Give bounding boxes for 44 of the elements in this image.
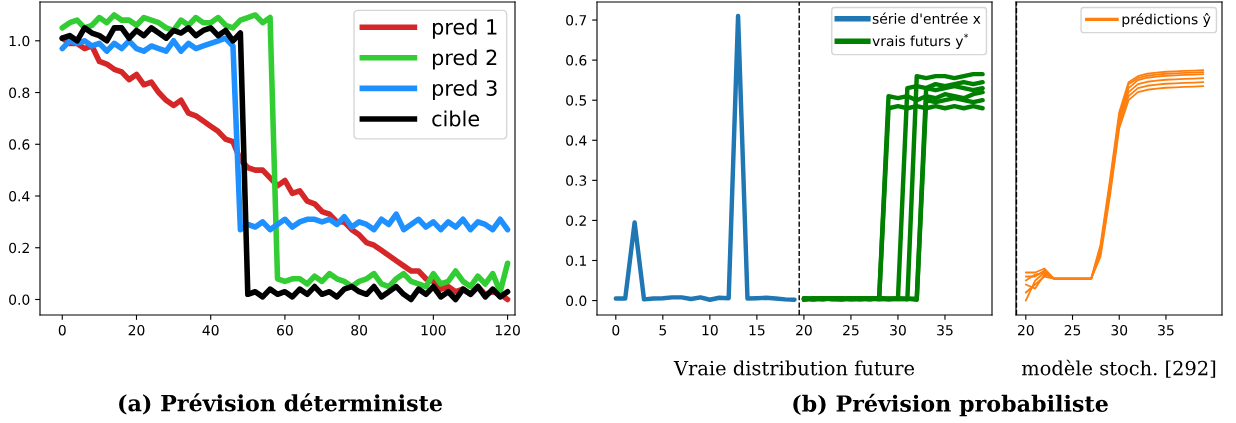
- x-tick-label: 15: [749, 325, 765, 336]
- x-tick-label: 30: [890, 324, 906, 336]
- legend-label: pred 1: [432, 18, 497, 39]
- x-axis-title: Vraie distribution future: [673, 360, 915, 376]
- x-tick-label: 25: [1064, 324, 1081, 336]
- y-tick-label: 0.2: [9, 242, 29, 254]
- text: (b) Prévision probabiliste: [793, 393, 1108, 417]
- x-tick-label: 35: [937, 324, 953, 336]
- y-tick-label: 0.0: [566, 295, 587, 307]
- x-tick-label: 25: [843, 324, 859, 336]
- x-tick-label: 20: [1017, 324, 1034, 336]
- legend-label: série d'entrée x: [872, 12, 981, 24]
- x-tick-label: 5: [659, 325, 667, 336]
- x-tick-label: 60: [277, 324, 293, 336]
- legend-label: prédictions ŷ: [1122, 13, 1211, 28]
- y-tick-label: 0.6: [9, 139, 30, 150]
- x-tick-label: 100: [421, 324, 446, 336]
- y-tick-label: 0.5: [566, 95, 587, 106]
- y-tick-label: 0.6: [566, 55, 587, 66]
- x-tick-label: 0: [612, 324, 620, 336]
- y-tick-label: 0.1: [566, 255, 586, 266]
- y-tick-label: 0.7: [566, 15, 587, 26]
- y-tick-label: 0.0: [9, 294, 30, 305]
- x-tick-label: 35: [1158, 324, 1174, 336]
- legend-label: vrais futurs y$^{*}$: [872, 33, 969, 49]
- y-tick-label: 0.8: [9, 87, 30, 99]
- x-tick-label: 30: [1111, 324, 1128, 336]
- x-tick-label: 20: [796, 324, 812, 336]
- x-tick-label: 120: [495, 324, 520, 336]
- text: (a) Prévision déterministe: [119, 393, 442, 415]
- x-tick-label: 40: [202, 324, 219, 336]
- legend-label: cible: [432, 110, 480, 127]
- legend-label: pred 2: [432, 49, 497, 70]
- y-tick-label: 0.2: [566, 215, 586, 226]
- y-tick-label: 0.3: [566, 175, 587, 186]
- x-axis-title: modèle stoch. [292]: [1021, 359, 1216, 378]
- y-tick-label: 0.4: [9, 190, 30, 202]
- y-tick-label: 1.0: [9, 35, 30, 47]
- x-tick-label: 10: [702, 324, 718, 336]
- x-tick-label: 80: [351, 324, 368, 336]
- y-tick-label: 0.4: [566, 135, 587, 146]
- x-tick-label: 20: [128, 324, 145, 336]
- legend-label: pred 3: [432, 79, 497, 100]
- x-tick-label: 0: [58, 324, 66, 336]
